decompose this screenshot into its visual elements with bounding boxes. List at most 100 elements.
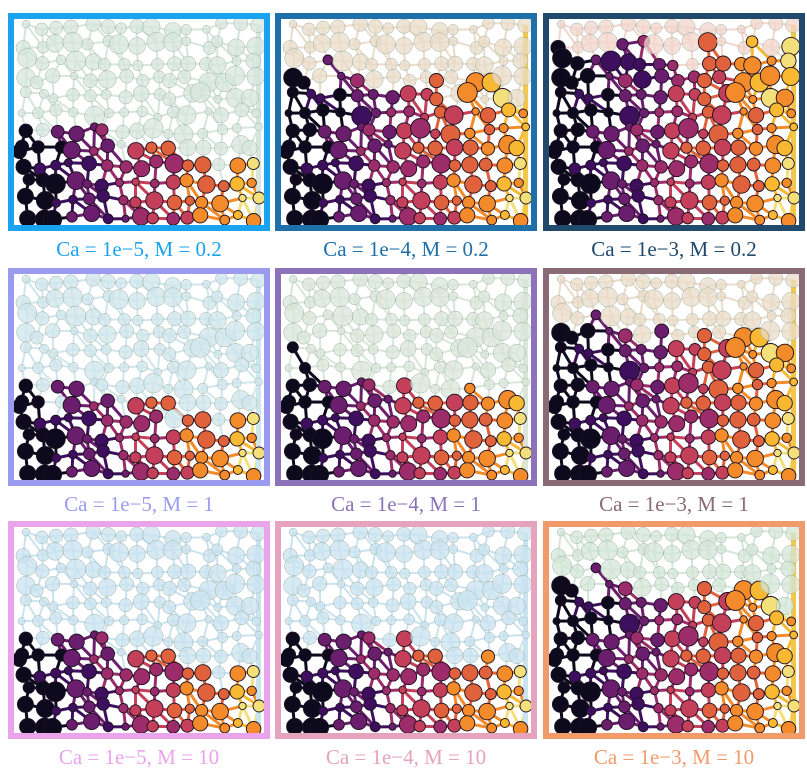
- pore: [129, 630, 146, 647]
- pore: [762, 293, 780, 312]
- invaded-pore: [570, 191, 590, 210]
- invaded-pore: [50, 414, 62, 426]
- pore: [570, 311, 585, 326]
- invaded-pore: [285, 378, 300, 393]
- invaded-pore: [133, 415, 151, 433]
- invaded-pore: [696, 328, 712, 344]
- invaded-pore: [381, 686, 391, 696]
- pore: [202, 25, 211, 34]
- invaded-pore: [597, 396, 616, 415]
- invaded-pore: [752, 180, 765, 193]
- invaded-pore: [635, 343, 647, 355]
- invaded-pore: [413, 720, 426, 733]
- pore: [146, 287, 167, 307]
- pore: [116, 394, 126, 404]
- invaded-pore: [396, 377, 413, 395]
- invaded-pore: [246, 685, 257, 697]
- invaded-pore: [702, 56, 718, 72]
- pore: [322, 309, 334, 321]
- pore: [482, 19, 495, 30]
- invaded-pore: [446, 428, 461, 443]
- pore: [781, 322, 799, 341]
- pore: [597, 287, 618, 308]
- pore: [21, 20, 31, 29]
- invaded-pore: [480, 107, 497, 124]
- pore: [462, 647, 479, 664]
- pore: [288, 528, 298, 537]
- invaded-pore: [184, 450, 195, 461]
- outlet-column: [523, 25, 528, 219]
- invaded-pore: [667, 59, 679, 72]
- invaded-pore: [729, 156, 747, 174]
- pore: [162, 581, 177, 596]
- invaded-pore: [18, 631, 33, 646]
- invaded-pore: [348, 663, 364, 680]
- pore: [350, 328, 365, 343]
- invaded-pore: [121, 722, 130, 731]
- invaded-pore: [329, 396, 348, 415]
- invaded-pore: [583, 93, 594, 104]
- invaded-pore: [566, 395, 580, 409]
- pore: [85, 19, 101, 32]
- invaded-pore: [385, 703, 396, 714]
- pore: [350, 581, 365, 596]
- invaded-pore: [129, 196, 142, 209]
- pore: [181, 36, 191, 46]
- invaded-pore: [296, 75, 311, 90]
- pore: [287, 594, 299, 607]
- invaded-pore: [635, 393, 650, 409]
- invaded-pore: [754, 214, 766, 225]
- invaded-pore: [433, 211, 448, 225]
- invaded-pore: [766, 55, 777, 66]
- invaded-pore: [286, 210, 304, 225]
- pore: [464, 635, 476, 647]
- pore: [234, 102, 249, 118]
- pore: [330, 274, 346, 290]
- pore: [781, 292, 799, 311]
- pore: [195, 139, 212, 156]
- pore: [231, 378, 242, 388]
- pore: [430, 32, 450, 52]
- invaded-pore: [316, 103, 330, 117]
- invaded-pore: [499, 718, 510, 728]
- invaded-pore: [773, 448, 782, 458]
- invaded-pore: [551, 187, 569, 205]
- invaded-pore: [96, 697, 110, 711]
- pore: [332, 558, 354, 580]
- invaded-pore: [552, 109, 561, 118]
- invaded-pore: [478, 412, 493, 427]
- invaded-pore: [617, 433, 627, 444]
- invaded-pore: [68, 633, 85, 650]
- invaded-pore: [309, 717, 330, 733]
- invaded-pore: [246, 432, 257, 444]
- pore: [382, 22, 394, 34]
- invaded-pore: [309, 464, 330, 480]
- invaded-pore: [653, 450, 664, 461]
- pore: [580, 289, 599, 308]
- invaded-pore: [766, 378, 777, 389]
- pore: [108, 289, 129, 310]
- pore: [768, 274, 784, 286]
- pore: [48, 348, 59, 358]
- invaded-pore: [513, 157, 527, 170]
- invaded-pore: [127, 397, 145, 415]
- invaded-pore: [367, 393, 382, 409]
- pore: [190, 590, 211, 611]
- invaded-pore: [298, 648, 312, 662]
- invaded-pore: [399, 85, 417, 103]
- pore: [225, 320, 245, 341]
- invaded-pore: [184, 195, 195, 206]
- pore: [115, 379, 130, 395]
- pore-network-plot: [549, 527, 799, 733]
- pore: [350, 344, 364, 358]
- pore: [177, 325, 192, 339]
- invaded-pore: [410, 118, 431, 139]
- invaded-pore: [66, 679, 86, 699]
- pore: [498, 631, 509, 641]
- pore: [302, 56, 317, 71]
- invaded-pore: [570, 122, 585, 137]
- pore: [517, 19, 531, 33]
- invaded-pore: [769, 357, 785, 373]
- pore: [296, 583, 311, 598]
- invaded-pore: [700, 429, 717, 445]
